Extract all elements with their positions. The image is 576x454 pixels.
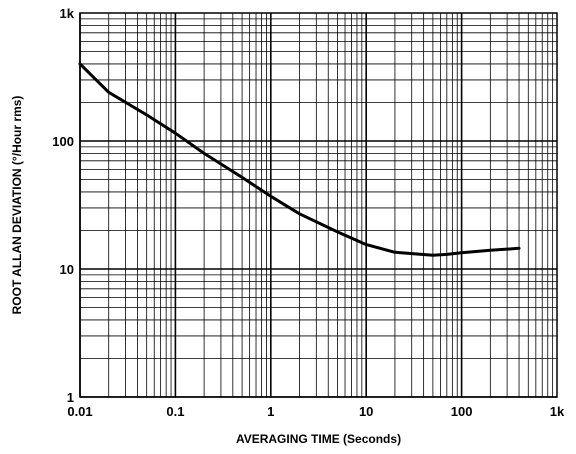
- x-tick-label: 1k: [550, 404, 565, 419]
- x-tick-labels: 0.01 0.1 1 10 100 1k: [67, 404, 565, 419]
- x-tick-label: 1: [267, 404, 274, 419]
- x-tick-label: 100: [451, 404, 473, 419]
- deviation-curve: [78, 62, 521, 257]
- y-tick-label: 100: [52, 134, 74, 149]
- minor-gridlines: [80, 13, 557, 397]
- y-axis-title: ROOT ALLAN DEVIATION (°/Hour rms): [10, 96, 24, 315]
- plot-frame: [79, 12, 558, 398]
- y-tick-label: 10: [60, 262, 74, 277]
- y-tick-label: 1: [67, 390, 74, 405]
- x-tick-label: 10: [359, 404, 373, 419]
- x-tick-label: 0.1: [166, 404, 184, 419]
- y-tick-label: 1k: [60, 6, 75, 21]
- x-tick-label: 0.01: [67, 404, 92, 419]
- major-gridlines: [79, 13, 557, 398]
- x-axis-title: AVERAGING TIME (Seconds): [236, 432, 401, 446]
- y-tick-labels: 1 10 100 1k: [52, 6, 74, 405]
